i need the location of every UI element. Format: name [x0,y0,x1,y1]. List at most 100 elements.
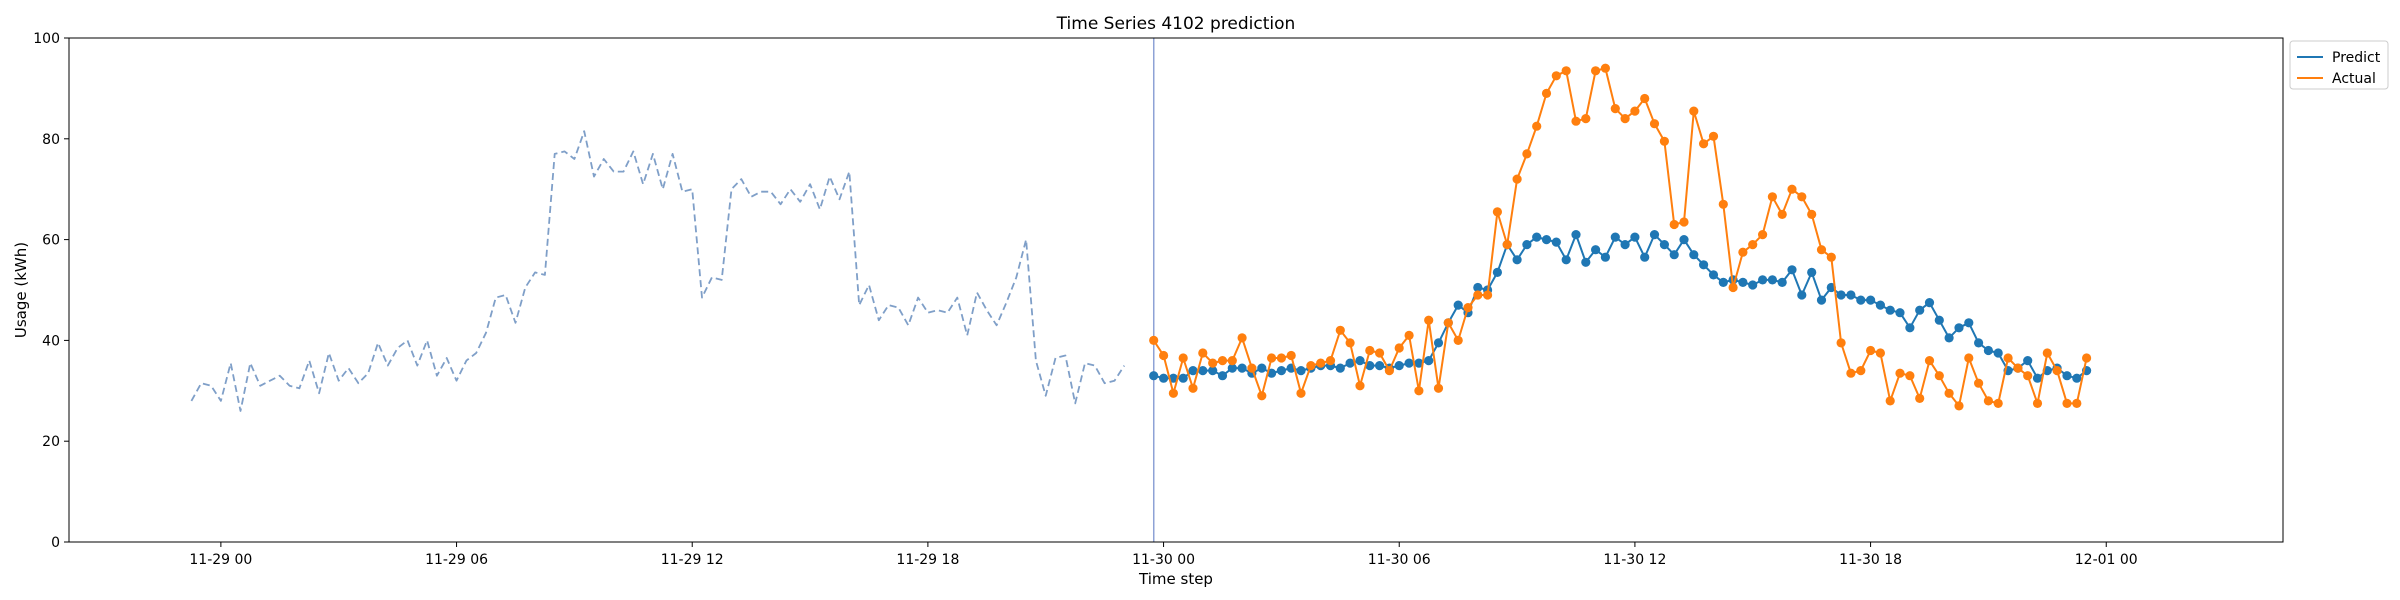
point-actual [1414,386,1424,396]
point-actual [1316,358,1326,368]
point-actual [1512,174,1522,184]
point-predict [1708,270,1719,280]
point-predict [1208,366,1218,376]
point-actual [1974,378,1984,388]
history-line [190,130,1126,412]
point-actual [1345,338,1355,348]
point-actual [1777,209,1787,219]
point-actual [1649,119,1660,129]
point-predict [2062,371,2072,381]
point-predict [1787,265,1797,275]
point-actual [1247,363,1257,373]
y-tick-label: 0 [51,535,60,551]
point-actual [1384,366,1394,376]
point-predict [2032,373,2043,383]
point-actual [1159,350,1169,361]
point-actual [1758,230,1768,240]
x-tick-label: 11-30 00 [1132,552,1195,568]
point-actual [1404,330,1414,340]
point-predict [1915,305,1925,315]
point-predict [1424,356,1434,366]
legend-label-predict: Predict [2332,50,2381,66]
point-predict [1659,240,1669,250]
point-actual [1492,207,1502,217]
point-predict [1738,277,1748,287]
point-actual [1807,209,1817,219]
point-actual [1227,356,1237,366]
x-tick-label: 11-30 12 [1603,552,1666,568]
point-actual [1718,199,1728,209]
point-predict [1640,252,1650,262]
plot-frame [68,37,2284,543]
point-actual [1551,71,1561,81]
point-actual [1306,361,1316,371]
point-predict [1188,366,1198,376]
y-axis-label: Usage (kWh) [12,242,30,338]
series-layer [190,38,2092,542]
point-actual [1483,290,1493,300]
point-predict [1581,257,1591,267]
point-predict [1237,363,1247,373]
point-actual [1983,396,1993,406]
point-actual [1394,343,1404,353]
point-predict [1257,363,1267,373]
y-tick-label: 100 [33,31,60,47]
point-actual [1365,345,1375,356]
point-predict [1758,275,1768,285]
x-tick-label: 11-30 18 [1839,552,1902,568]
point-actual [1335,325,1345,335]
point-predict [1600,252,1610,262]
point-actual [1885,396,1895,406]
x-axis-label: Time step [1138,570,1213,588]
point-predict [1335,363,1345,373]
point-actual [1522,149,1532,159]
point-actual [1640,93,1650,104]
point-actual [1591,66,1601,76]
point-predict [1816,295,1827,305]
point-predict [1797,290,1807,300]
point-actual [1816,245,1827,255]
x-tick-label: 11-30 06 [1368,552,1431,568]
point-actual [1571,116,1581,126]
point-actual [1826,252,1836,262]
point-predict [1217,371,1228,381]
point-actual [1208,358,1218,368]
point-predict [1276,366,1286,376]
point-actual [1561,66,1571,76]
point-predict [1492,267,1502,277]
point-actual [2032,398,2043,408]
point-actual [1473,290,1483,300]
point-actual [1728,282,1738,293]
point-predict [1856,295,1866,305]
point-predict [1473,282,1483,293]
x-tick-label: 12-01 00 [2075,552,2138,568]
point-actual [1257,391,1267,401]
point-predict [1198,366,1208,376]
point-predict [1846,290,1856,300]
point-predict [1934,315,1944,325]
point-predict [2023,356,2033,366]
y-tick-label: 40 [42,333,60,349]
point-predict [1718,277,1728,287]
point-actual [1846,368,1856,378]
point-actual [2072,398,2082,408]
x-tick-label: 11-29 06 [425,552,488,568]
point-actual [1915,393,1925,403]
point-actual [1708,131,1719,141]
point-predict [1610,232,1620,242]
point-actual [1532,121,1542,131]
legend-label-actual: Actual [2332,71,2376,87]
point-actual [2062,398,2072,408]
point-predict [1159,373,1169,383]
point-predict [1453,300,1463,310]
point-actual [1237,333,1247,343]
point-predict [1983,345,1993,356]
point-predict [1836,290,1846,300]
point-predict [1964,318,1974,328]
point-actual [1610,104,1620,114]
point-actual [1797,192,1807,202]
point-actual [1296,388,1306,398]
point-predict [1551,237,1561,247]
point-predict [1178,373,1188,383]
